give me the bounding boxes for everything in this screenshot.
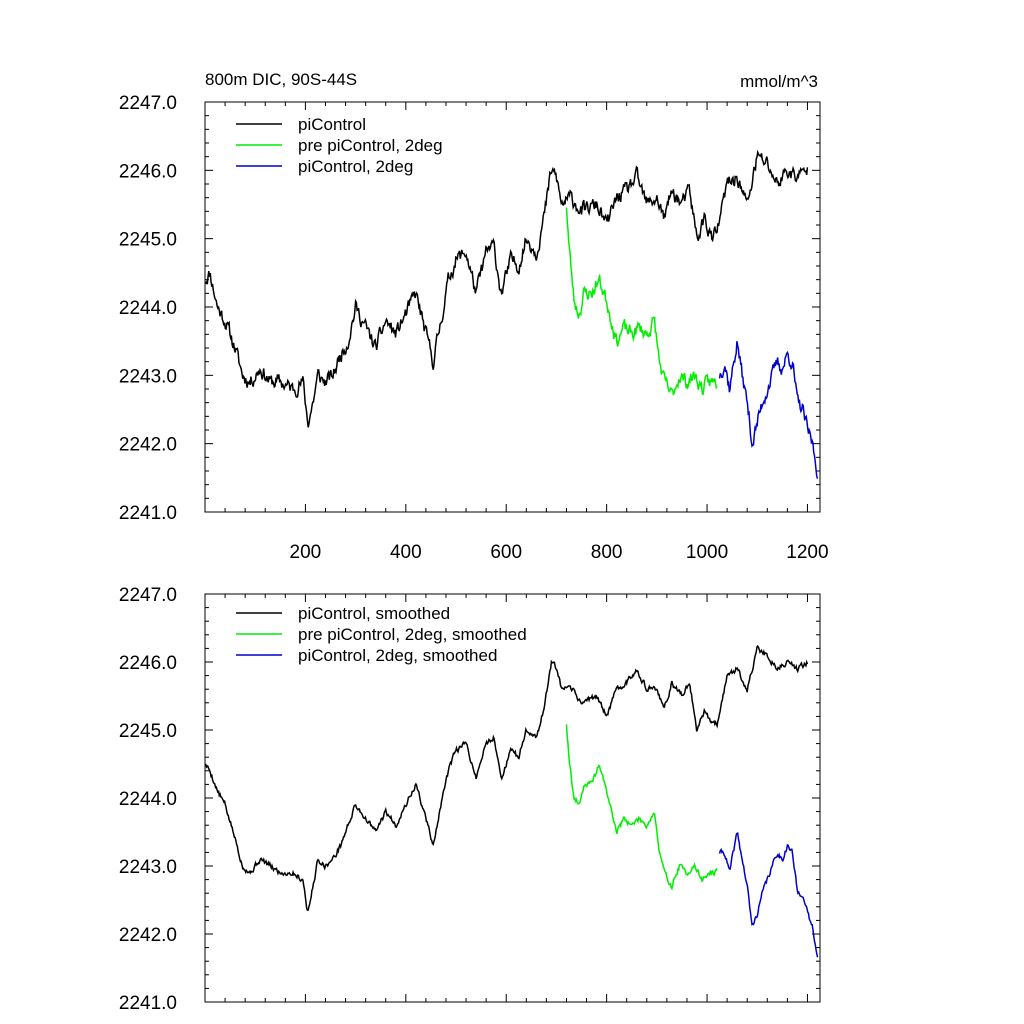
x-tick-label: 1000 [686, 542, 728, 563]
y-tick-label: 2245.0 [119, 230, 177, 251]
chart-title: 800m DIC, 90S-44S [205, 70, 357, 89]
legend-label: pre piControl, 2deg [298, 136, 443, 155]
x-tick-label: 400 [390, 542, 422, 563]
y-tick-label: 2242.0 [119, 435, 177, 456]
y-tick-label: 2241.0 [119, 503, 177, 524]
series-line-pre-picontrol-2deg-smoothed [565, 724, 718, 891]
legend-label: piControl [298, 115, 366, 134]
series-line-picontrol-2deg [718, 341, 819, 479]
series-line-picontrol-smoothed [204, 644, 809, 912]
y-tick-labels: 2241.0 2242.0 2243.0 2244.0 2245.0 2246.… [119, 585, 177, 1014]
legend: piControl pre piControl, 2deg piControl,… [236, 115, 443, 176]
legend-label: piControl, smoothed [298, 604, 450, 623]
legend-label: pre piControl, 2deg, smoothed [298, 625, 527, 644]
series-line-pre-picontrol-2deg [565, 207, 718, 396]
y-tick-label: 2241.0 [119, 993, 177, 1014]
units-label: mmol/m^3 [740, 72, 818, 91]
y-tick-label: 2247.0 [119, 93, 177, 114]
bottom-panel: 2241.0 2242.0 2243.0 2244.0 2245.0 2246.… [119, 585, 821, 1014]
x-tick-label: 200 [290, 542, 322, 563]
legend-item: piControl, 2deg [236, 157, 413, 176]
y-tick-labels: 2241.0 2242.0 2243.0 2244.0 2245.0 2246.… [119, 93, 177, 524]
y-tick-label: 2247.0 [119, 585, 177, 606]
series-line-picontrol-2deg-smoothed [718, 832, 819, 958]
legend-item: piControl [236, 115, 366, 134]
y-tick-label: 2244.0 [119, 789, 177, 810]
y-tick-label: 2243.0 [119, 857, 177, 878]
series-group [204, 644, 819, 958]
legend: piControl, smoothed pre piControl, 2deg,… [236, 604, 527, 665]
y-tick-label: 2245.0 [119, 721, 177, 742]
series-line-picontrol [204, 149, 809, 428]
legend-label: piControl, 2deg [298, 157, 413, 176]
x-tick-labels: 200 400 600 800 1000 1200 [290, 542, 829, 563]
axis-ticks [205, 101, 820, 513]
legend-item: piControl, smoothed [236, 604, 450, 623]
y-tick-label: 2243.0 [119, 366, 177, 387]
series-group [204, 149, 819, 479]
y-tick-label: 2244.0 [119, 298, 177, 319]
top-panel: 800m DIC, 90S-44S mmol/m^3 2241.0 2242.0… [119, 70, 829, 563]
y-tick-label: 2246.0 [119, 653, 177, 674]
legend-item: pre piControl, 2deg, smoothed [236, 625, 527, 644]
x-tick-label: 600 [490, 542, 522, 563]
x-tick-label: 800 [591, 542, 623, 563]
legend-item: pre piControl, 2deg [236, 136, 443, 155]
axis-ticks [205, 593, 820, 1003]
x-tick-label: 1200 [786, 542, 828, 563]
legend-label: piControl, 2deg, smoothed [298, 646, 497, 665]
legend-item: piControl, 2deg, smoothed [236, 646, 497, 665]
y-tick-label: 2246.0 [119, 161, 177, 182]
y-tick-label: 2242.0 [119, 925, 177, 946]
